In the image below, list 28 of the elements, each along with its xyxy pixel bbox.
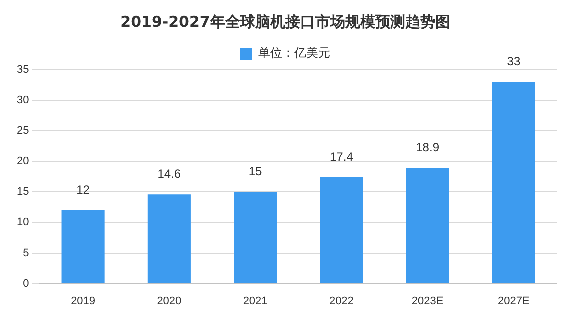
data-label: 14.6	[158, 166, 182, 181]
data-label: 33	[507, 54, 521, 69]
y-tick-label: 15	[16, 186, 30, 198]
x-tick-label: 2027E	[498, 295, 530, 308]
chart-title: 2019-2027年全球脑机接口市场规模预测趋势图	[120, 12, 450, 31]
y-tick-label: 25	[16, 125, 30, 138]
data-label: 17.4	[330, 150, 354, 164]
y-tick-label: 10	[16, 216, 30, 229]
y-tick-label: 30	[16, 94, 30, 107]
x-tick-label: 2022	[329, 295, 354, 308]
data-label: 18.9	[416, 140, 440, 155]
bar	[234, 192, 278, 284]
bar	[492, 82, 536, 284]
bar	[406, 168, 450, 284]
data-label: 12	[76, 182, 90, 197]
bar	[62, 210, 105, 284]
legend-label: 单位：亿美元	[258, 46, 330, 60]
x-tick-label: 2020	[157, 295, 182, 308]
y-tick-label: 35	[16, 64, 30, 76]
x-tick-label: 2019	[71, 295, 96, 308]
y-tick-label: 20	[16, 156, 30, 168]
x-tick-label: 2021	[243, 295, 268, 308]
x-tick-label: 2023E	[412, 295, 444, 308]
y-tick-label: 5	[23, 247, 30, 260]
y-tick-label: 0	[23, 278, 30, 290]
data-label: 15	[248, 164, 263, 178]
bar	[320, 178, 364, 284]
bar	[148, 194, 191, 284]
